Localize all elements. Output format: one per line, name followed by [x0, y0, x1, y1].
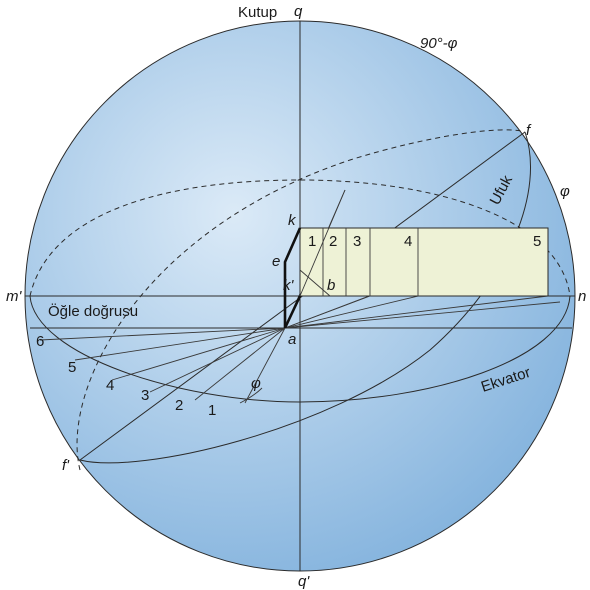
- equator-number-3: 3: [141, 387, 149, 404]
- upper-line-3: [284, 295, 419, 329]
- gnomon-a-kprime: [283, 295, 302, 329]
- panel-number-2: 2: [329, 233, 337, 250]
- equator-front-arc: [79, 131, 532, 464]
- horizon-front-arc: [29, 295, 571, 403]
- phi-angle-arc: [239, 387, 263, 404]
- panel-number-3: 3: [353, 233, 361, 250]
- equator-number-2: 2: [175, 397, 183, 414]
- label-e: e: [272, 253, 280, 270]
- label-colatitude: 90°-φ: [420, 35, 458, 52]
- hour-line-5: [74, 327, 286, 361]
- hour-line-1: [244, 327, 286, 404]
- label-q: q: [294, 3, 303, 20]
- label-f-prime: f': [62, 457, 70, 474]
- label-q-prime: q': [298, 573, 310, 590]
- equator-number-4: 4: [106, 377, 114, 394]
- equator-number-5: 5: [68, 359, 76, 376]
- gnomon-k-e-a: [283, 227, 302, 328]
- upper-line-5: [284, 301, 561, 329]
- panel-cross-line-1: [299, 189, 346, 297]
- label-ogle-dogrusu: Öğle doğrusu: [48, 302, 138, 320]
- label-a: a: [288, 331, 296, 348]
- hour-line-2: [194, 327, 286, 401]
- label-k-prime: k': [283, 277, 295, 294]
- label-n: n: [578, 288, 586, 305]
- upper-line-4: [284, 295, 549, 329]
- equator-back-dashed: [76, 129, 526, 471]
- hour-lines-lower: [39, 327, 286, 404]
- hour-line-3: [149, 327, 286, 393]
- label-phi-right: φ: [560, 183, 570, 200]
- projection-panel: [299, 227, 549, 297]
- hour-line-6: [39, 327, 286, 341]
- panel-cross-line-2: [299, 269, 331, 297]
- panel-number-5: 5: [533, 233, 541, 250]
- panel-number-4: 4: [404, 233, 412, 250]
- horizon-back-dashed: [29, 179, 571, 297]
- hour-line-4: [111, 327, 286, 381]
- label-m-prime: m': [6, 288, 22, 305]
- label-kutup: Kutup: [238, 4, 277, 21]
- panel-number-1: 1: [308, 233, 316, 250]
- label-b: b: [327, 277, 335, 294]
- label-phi-angle: φ: [251, 375, 261, 392]
- label-k: k: [288, 212, 297, 229]
- equator-number-1: 1: [208, 402, 216, 419]
- label-f: f: [526, 122, 532, 139]
- equator-number-6: 6: [36, 333, 44, 350]
